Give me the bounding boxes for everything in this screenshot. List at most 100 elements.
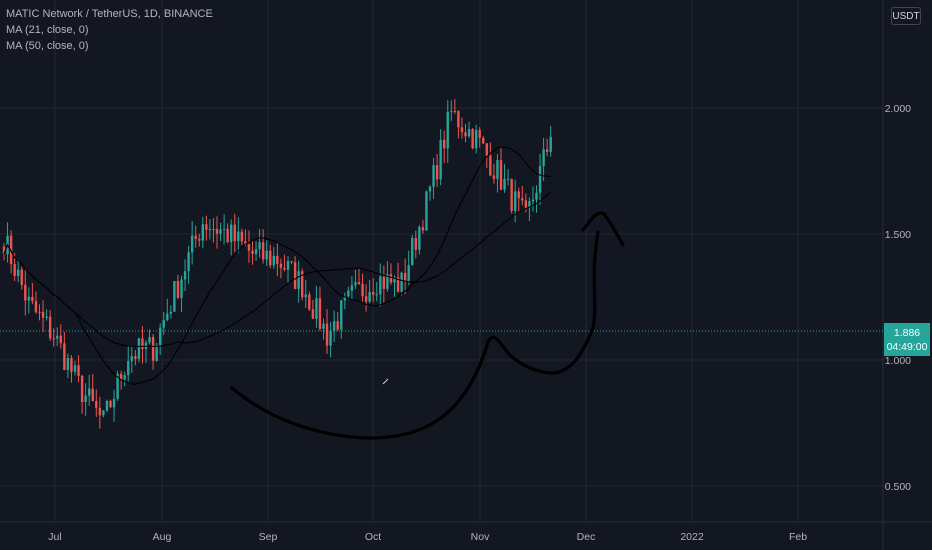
candle-body (77, 365, 80, 376)
candle-body (208, 229, 212, 231)
candle-body (332, 321, 336, 331)
candle-body (134, 356, 137, 360)
candle-body (247, 244, 251, 251)
last-price-value: 1.886 (893, 327, 921, 339)
candle-body (17, 269, 20, 276)
candle-body (84, 395, 87, 403)
candle-body (137, 338, 141, 360)
drawing-tick-mark (382, 378, 389, 385)
candle-body (13, 264, 16, 276)
price-axis[interactable]: 0.5001.0001.5002.0002.5003.0003.5004.000… (885, 0, 911, 493)
candle-body (105, 400, 109, 411)
ma50-line (3, 191, 552, 348)
candle-body (354, 282, 357, 286)
candle-body (542, 149, 545, 167)
candle-body (336, 321, 339, 330)
candle-body (283, 267, 286, 270)
candle-body (95, 401, 98, 408)
candle-body (382, 276, 386, 289)
candle-body (428, 186, 432, 192)
time-tick-label: Feb (789, 531, 807, 543)
candle-body (301, 271, 304, 298)
candle-body (219, 229, 222, 234)
candle-body (492, 175, 496, 179)
candle-body (240, 231, 244, 242)
candle-body (48, 316, 52, 339)
candle-body (38, 311, 41, 313)
time-tick-label: Sep (259, 531, 278, 543)
candle-body (201, 224, 204, 241)
candle-body (63, 343, 66, 370)
time-tick-label: Aug (153, 531, 172, 543)
candle-body (102, 410, 105, 416)
candle-body (531, 199, 535, 202)
candle-body (464, 132, 467, 137)
candle-body (474, 130, 478, 149)
candle-body (226, 228, 229, 243)
candle-body (194, 235, 197, 239)
candle-body (425, 191, 428, 231)
candle-body (272, 255, 275, 266)
candle-body (166, 313, 169, 321)
candle-body (364, 296, 368, 302)
candle-body (261, 242, 265, 260)
candle-body (198, 238, 201, 241)
candle-body (222, 228, 226, 230)
candle-body (308, 294, 311, 310)
candle-body (290, 261, 293, 263)
time-tick-label: 2022 (680, 531, 704, 543)
candle-body (386, 274, 389, 289)
candle-body (460, 127, 464, 133)
bar-countdown: 04:49:00 (886, 341, 928, 353)
candle-body (372, 292, 375, 295)
time-axis[interactable]: Jul Aug Sep Oct Nov Dec 2022 Feb (48, 531, 807, 543)
candle-body (45, 316, 48, 318)
candle-body (421, 227, 425, 231)
candle-body (123, 375, 126, 380)
candle-body (446, 111, 449, 149)
candle-body (496, 160, 499, 179)
candle-body (116, 373, 119, 399)
symbol-title[interactable]: MATIC Network / TetherUS, 1D, BINANCE (6, 8, 213, 20)
candle-body (535, 192, 538, 200)
candle-body (144, 342, 148, 349)
candle-body (379, 276, 382, 295)
ma21-line (3, 146, 551, 386)
candle-body (400, 272, 403, 292)
candle-body (517, 191, 520, 199)
candle-body (322, 323, 325, 329)
candle-body (403, 272, 407, 281)
candle-body (52, 338, 55, 340)
ma50-legend[interactable]: MA (50, close, 0) (6, 40, 89, 52)
time-tick-label: Jul (48, 531, 61, 543)
candle-body (20, 269, 23, 285)
price-tick-label: 0.500 (885, 481, 911, 493)
ma21-legend[interactable]: MA (21, close, 0) (6, 24, 89, 36)
currency-badge[interactable]: USDT (891, 7, 921, 25)
candle-body (393, 277, 396, 283)
candle-body (127, 361, 130, 376)
candle-body (311, 309, 315, 319)
candle-body (88, 388, 91, 396)
candle-body (91, 388, 94, 402)
candle-body (183, 271, 187, 280)
time-tick-label: Nov (471, 531, 490, 543)
candle-body (361, 284, 364, 297)
candle-body (514, 191, 517, 211)
candle-body (357, 282, 361, 285)
candle-body (286, 261, 290, 270)
candle-body (439, 139, 442, 180)
candle-body (450, 111, 453, 113)
drawing-rounded-bottom-arrow (230, 211, 625, 440)
candle-body (190, 235, 194, 253)
candle-body (524, 200, 528, 208)
candle-body (173, 281, 176, 312)
candle-body (435, 165, 439, 180)
candle-body (503, 178, 506, 190)
candle-body (24, 284, 27, 301)
candle-body (31, 296, 34, 302)
chart-legend: MATIC Network / TetherUS, 1D, BINANCE MA… (6, 6, 213, 54)
candle-body (411, 237, 414, 266)
